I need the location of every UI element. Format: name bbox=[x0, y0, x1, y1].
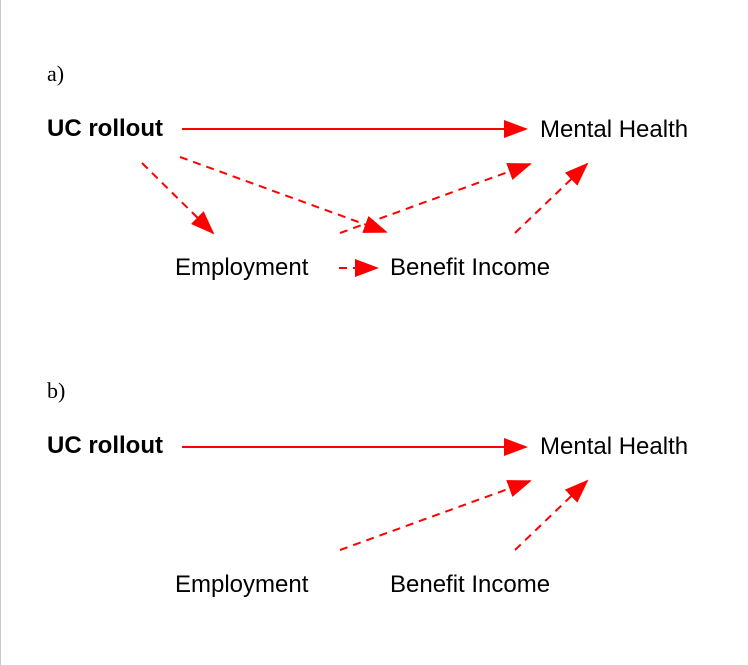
node-benefit-income: Benefit Income bbox=[390, 571, 551, 598]
node-employment: Employment bbox=[175, 571, 309, 598]
node-employment: Employment bbox=[175, 254, 309, 281]
node-benefit-income: Benefit Income bbox=[390, 254, 551, 281]
arrow-employment-to-mental-health bbox=[339, 480, 532, 551]
arrow-benefit-income-to-mental-health bbox=[514, 479, 589, 551]
node-mental-health: Mental Health bbox=[540, 433, 689, 460]
arrow-uc-to-benefit-income bbox=[179, 156, 388, 233]
page-left-border bbox=[0, 0, 1, 665]
node-mental-health: Mental Health bbox=[540, 116, 689, 143]
panel-b-arrows bbox=[182, 438, 589, 551]
node-uc-rollout: UC rollout bbox=[47, 432, 163, 459]
node-uc-rollout: UC rollout bbox=[47, 115, 163, 142]
arrow-employment-to-mental-health bbox=[339, 163, 532, 234]
panel-a-label: a) bbox=[47, 61, 65, 86]
panel-a-arrows bbox=[141, 120, 589, 277]
arrow-benefit-income-to-mental-health bbox=[514, 162, 589, 234]
panel-b-label: b) bbox=[47, 378, 66, 403]
arrow-uc-to-employment bbox=[141, 162, 215, 235]
